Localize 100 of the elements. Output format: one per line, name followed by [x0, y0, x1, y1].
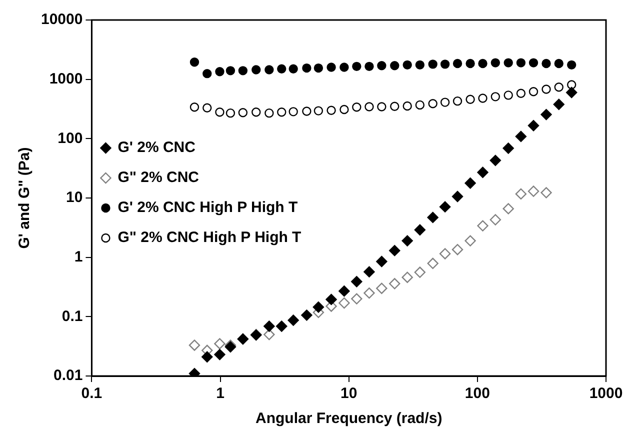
- point: [427, 212, 438, 224]
- point: [314, 63, 324, 73]
- point: [540, 108, 552, 120]
- point: [352, 62, 362, 72]
- point: [528, 120, 540, 132]
- point: [377, 61, 386, 70]
- point: [238, 108, 248, 118]
- point: [515, 188, 527, 200]
- point: [428, 60, 438, 69]
- point: [351, 293, 362, 304]
- point: [326, 294, 337, 306]
- legend-label: G" 2% CNC: [118, 169, 200, 186]
- point: [542, 84, 551, 94]
- point: [364, 266, 375, 278]
- point: [402, 101, 412, 111]
- point: [277, 108, 286, 117]
- point: [326, 62, 336, 72]
- point: [276, 320, 288, 332]
- point: [264, 328, 275, 340]
- point: [414, 224, 426, 236]
- point: [440, 98, 450, 107]
- point: [312, 301, 324, 313]
- legend-label: G' 2% CNC: [118, 139, 196, 156]
- point: [352, 102, 362, 112]
- point: [252, 65, 261, 74]
- point: [264, 65, 274, 74]
- point: [554, 82, 564, 92]
- point: [288, 107, 298, 116]
- y-tick-label: 1000: [49, 70, 83, 88]
- point: [402, 272, 413, 283]
- point: [302, 63, 312, 73]
- point: [452, 190, 464, 202]
- x-tick-label: 100: [464, 385, 490, 402]
- point: [515, 130, 527, 142]
- point: [464, 178, 476, 189]
- point: [288, 64, 298, 74]
- point: [364, 62, 374, 72]
- x-tick-label: 0.1: [81, 385, 102, 402]
- point: [226, 108, 236, 118]
- point: [566, 60, 576, 70]
- point: [452, 58, 462, 68]
- point: [466, 94, 475, 104]
- point: [439, 248, 451, 260]
- point: [402, 235, 413, 246]
- point: [490, 58, 500, 68]
- point: [490, 214, 502, 226]
- point: [464, 235, 476, 246]
- point: [226, 66, 236, 76]
- point: [414, 266, 426, 278]
- point: [516, 58, 526, 68]
- point: [452, 96, 462, 106]
- point: [301, 310, 312, 321]
- point: [338, 285, 350, 297]
- point: [439, 201, 451, 212]
- point: [390, 61, 400, 70]
- y-tick-label: 1: [74, 248, 83, 266]
- point: [351, 276, 362, 288]
- point: [542, 58, 551, 68]
- point: [566, 86, 578, 98]
- y-tick-label: 10000: [40, 11, 83, 28]
- point: [340, 104, 349, 114]
- point: [477, 166, 488, 178]
- x-tick-label: 10: [340, 385, 358, 402]
- point: [338, 297, 350, 309]
- point: [277, 64, 286, 74]
- point: [252, 108, 261, 117]
- y-tick-label: 100: [58, 130, 83, 147]
- point: [402, 60, 412, 70]
- point: [288, 314, 299, 326]
- point: [528, 58, 538, 68]
- point: [302, 106, 312, 116]
- x-axis-title: Angular Frequency (rad/s): [256, 410, 442, 428]
- point: [502, 142, 514, 154]
- point: [428, 98, 438, 108]
- y-tick-label: 10: [66, 189, 83, 206]
- legend-label: G" 2% CNC High P High T: [118, 229, 302, 246]
- y-tick-label: 0.1: [62, 308, 83, 325]
- point: [390, 102, 400, 111]
- y-tick-label: 0.01: [54, 367, 83, 384]
- x-tick-label: 1000: [589, 385, 623, 402]
- point: [238, 66, 248, 76]
- point: [490, 154, 502, 166]
- point: [364, 287, 375, 299]
- point: [264, 320, 275, 332]
- point: [364, 102, 374, 112]
- point: [389, 244, 400, 256]
- point: [452, 244, 464, 256]
- point: [554, 58, 564, 68]
- point: [566, 80, 576, 90]
- point: [540, 187, 552, 198]
- point: [502, 203, 514, 214]
- point: [466, 58, 475, 68]
- point: [415, 60, 425, 70]
- point: [477, 220, 488, 232]
- legend-label: G' 2% CNC High P High T: [118, 199, 298, 216]
- point: [376, 256, 388, 268]
- point: [427, 258, 438, 270]
- point: [553, 98, 564, 110]
- point: [314, 106, 324, 116]
- point: [516, 88, 526, 98]
